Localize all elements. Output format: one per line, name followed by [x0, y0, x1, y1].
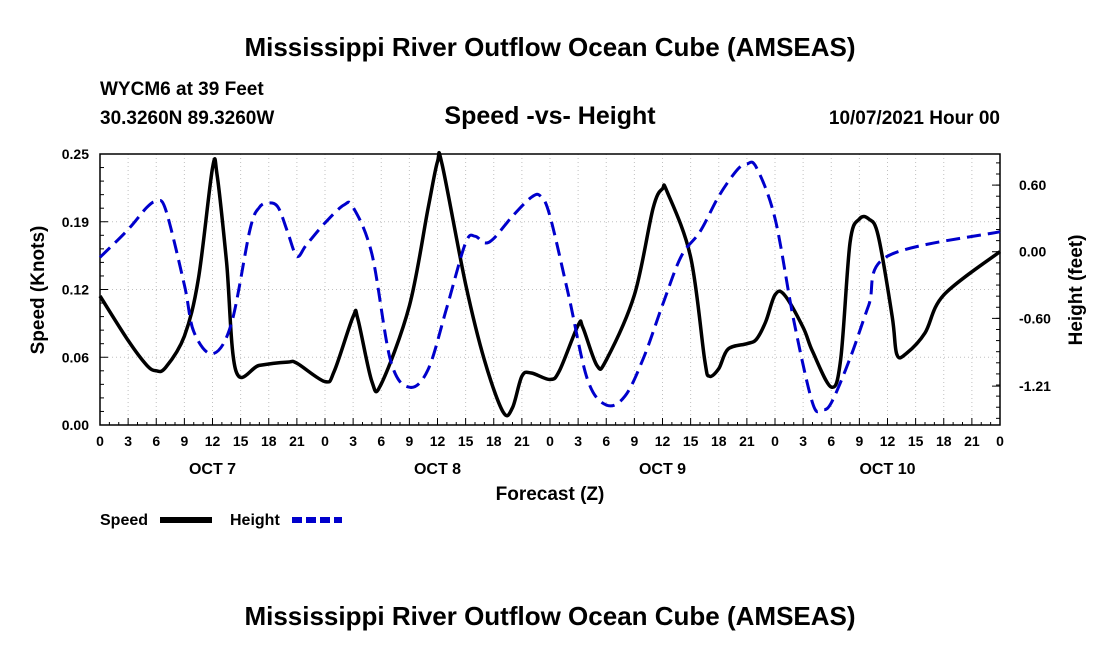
x-tick-label: 15	[908, 433, 924, 449]
x-tick-label: 18	[711, 433, 727, 449]
x-tick-label: 9	[855, 433, 863, 449]
x-tick-label: 3	[349, 433, 357, 449]
series-line-height	[98, 160, 1001, 414]
y-right-tick-label: 0.60	[1019, 177, 1046, 193]
x-tick-label: 9	[180, 433, 188, 449]
y-axis-left-label: Speed (Knots)	[28, 226, 49, 355]
y-axis-right-label: Height (feet)	[1066, 235, 1087, 346]
x-tick-label: 0	[996, 433, 1004, 449]
chart-title-top: Mississippi River Outflow Ocean Cube (AM…	[244, 32, 855, 62]
legend-height-label: Height	[230, 512, 280, 529]
x-tick-label: 18	[486, 433, 502, 449]
x-tick-label: 21	[514, 433, 530, 449]
x-tick-label: 6	[152, 433, 160, 449]
x-tick-label: 6	[377, 433, 385, 449]
x-day-label: OCT 8	[414, 461, 461, 478]
x-tick-label: 0	[321, 433, 329, 449]
y-left-tick-label: 0.06	[62, 349, 89, 365]
x-tick-label: 6	[827, 433, 835, 449]
datetime-label: 10/07/2021 Hour 00	[829, 108, 1000, 129]
x-tick-label: 15	[233, 433, 249, 449]
x-tick-label: 6	[602, 433, 610, 449]
chart-title-bottom: Mississippi River Outflow Ocean Cube (AM…	[244, 601, 855, 631]
x-tick-label: 0	[546, 433, 554, 449]
x-tick-label: 18	[261, 433, 277, 449]
x-day-label: OCT 10	[859, 461, 915, 478]
x-tick-label: 18	[936, 433, 952, 449]
x-tick-label: 0	[771, 433, 779, 449]
series-line-speed	[98, 151, 1002, 418]
x-tick-label: 9	[405, 433, 413, 449]
chart-subtitle: Speed -vs- Height	[444, 102, 656, 130]
x-tick-label: 3	[574, 433, 582, 449]
plot-area: 0 3 6 9 12 15 18 21 0 3 6 9 12 15 18 21 0 3 6 9 12 15 18 21 0 3 6 9…	[62, 146, 1051, 478]
y-right-tick-label: 0.00	[1019, 244, 1046, 260]
y-right-tick-label: -0.60	[1019, 310, 1051, 326]
x-tick-label: 12	[205, 433, 221, 449]
x-tick-label: 3	[799, 433, 807, 449]
y-right-tick-label: -1.21	[1019, 378, 1051, 394]
x-tick-label: 15	[683, 433, 699, 449]
x-tick-label: 3	[124, 433, 132, 449]
x-tick-label: 21	[289, 433, 305, 449]
x-tick-label: 0	[96, 433, 104, 449]
coordinates-label: 30.3260N 89.3260W	[100, 108, 274, 129]
x-tick-label: 15	[458, 433, 474, 449]
x-tick-label: 9	[630, 433, 638, 449]
x-axis-label: Forecast (Z)	[496, 484, 605, 505]
x-tick-label: 21	[964, 433, 980, 449]
x-tick-label: 12	[655, 433, 671, 449]
x-day-label: OCT 7	[189, 461, 236, 478]
y-left-tick-label: 0.00	[62, 417, 89, 433]
y-left-tick-label: 0.25	[62, 146, 89, 162]
legend: Speed Height	[100, 512, 342, 529]
x-day-label: OCT 9	[639, 461, 686, 478]
station-label: WYCM6 at 39 Feet	[100, 79, 264, 100]
y-left-tick-label: 0.19	[62, 214, 89, 230]
x-tick-label: 12	[430, 433, 446, 449]
x-tick-label: 21	[739, 433, 755, 449]
x-tick-label: 12	[880, 433, 896, 449]
y-left-tick-label: 0.12	[62, 282, 89, 298]
legend-speed-label: Speed	[100, 512, 148, 529]
